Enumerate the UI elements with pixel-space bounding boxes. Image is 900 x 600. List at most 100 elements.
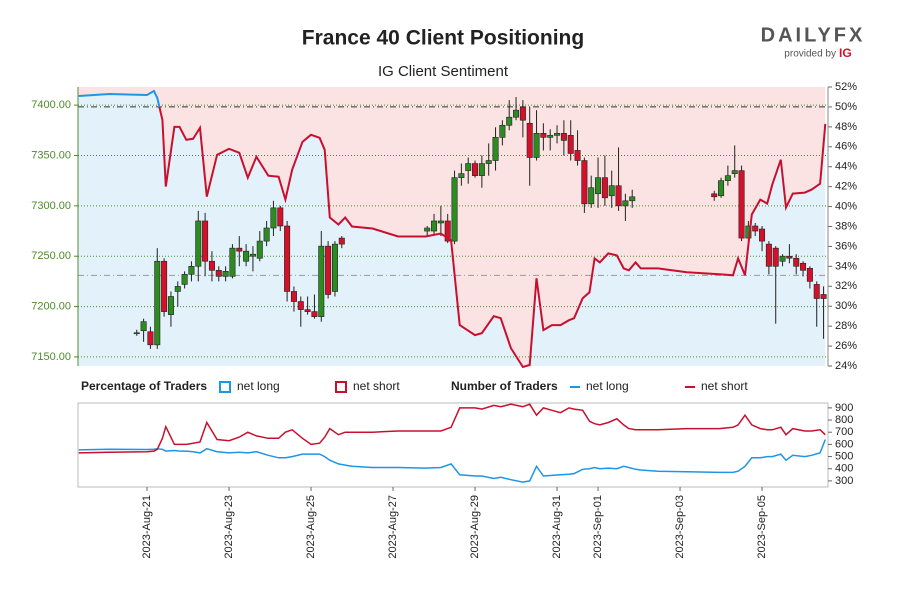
x-tick-label: 2023-Aug-29: [469, 495, 481, 559]
y-tick-label: 600: [835, 438, 853, 450]
candle-body: [567, 135, 574, 154]
candle-body: [711, 193, 718, 198]
candle-body: [622, 200, 629, 207]
legend-label: net long: [237, 379, 280, 393]
legend-label: net short: [353, 379, 400, 393]
candle-body: [533, 133, 540, 158]
x-tick-label: 2023-Sep-05: [756, 495, 768, 559]
y-tick-label: 7300.00: [31, 200, 71, 212]
candle-body: [738, 170, 745, 239]
candle-body: [752, 225, 759, 232]
y2-tick-label: 42%: [835, 181, 857, 193]
logo-provided-by: provided by: [784, 49, 836, 60]
candle-body: [140, 321, 147, 332]
candle-body: [615, 185, 622, 207]
candle-body: [588, 187, 595, 205]
candle-body: [458, 173, 465, 178]
y2-tick-label: 26%: [835, 340, 857, 352]
candle-body: [195, 220, 202, 267]
candle-body: [581, 160, 588, 205]
y-tick-label: 500: [835, 450, 853, 462]
candle-body: [813, 284, 820, 299]
candle-body: [188, 265, 195, 275]
candle-body: [277, 207, 284, 227]
candle-body: [161, 260, 168, 312]
candle-body: [215, 270, 222, 277]
x-tick-label: 2023-Aug-21: [141, 495, 153, 559]
y2-tick-label: 46%: [835, 141, 857, 153]
candle-body: [820, 294, 827, 299]
candle-body: [779, 255, 786, 262]
x-tick-label: 2023-Aug-25: [305, 495, 317, 559]
y2-tick-label: 30%: [835, 300, 857, 312]
candle-body: [444, 220, 451, 242]
y2-tick-label: 44%: [835, 161, 857, 173]
y-tick-label: 800: [835, 414, 853, 426]
legend-title: Percentage of Traders: [81, 379, 207, 393]
chart-subtitle: IG Client Sentiment: [378, 63, 509, 80]
candle-body: [263, 227, 270, 242]
candle-body: [297, 301, 304, 310]
candle-body: [451, 177, 458, 242]
y2-tick-label: 40%: [835, 200, 857, 212]
candle-body: [800, 262, 807, 271]
x-tick-label: 2023-Aug-27: [387, 495, 399, 559]
y2-tick-label: 24%: [835, 360, 857, 372]
chart-title: France 40 Client Positioning: [302, 27, 584, 50]
candle-body: [174, 286, 181, 292]
candle-body: [560, 133, 567, 141]
y2-tick-label: 36%: [835, 240, 857, 252]
candle-body: [229, 247, 236, 277]
y-tick-label: 300: [835, 475, 853, 487]
candle-body: [547, 135, 554, 138]
candle-body: [519, 106, 526, 121]
candle-body: [338, 237, 345, 245]
candle-body: [806, 267, 813, 282]
y2-tick-label: 32%: [835, 280, 857, 292]
candle-body: [472, 163, 479, 176]
x-tick-label: 2023-Aug-31: [551, 495, 563, 559]
candle-body: [133, 332, 140, 335]
y-tick-label: 7150.00: [31, 351, 71, 363]
logo-ig: IG: [839, 46, 852, 60]
y2-tick-label: 50%: [835, 101, 857, 113]
candle-body: [270, 207, 277, 229]
candle-body: [437, 220, 444, 224]
candle-body: [540, 133, 547, 138]
candle-body: [147, 331, 154, 346]
candle-body: [786, 255, 793, 259]
candle-body: [513, 109, 520, 118]
sentiment-line: [78, 89, 827, 369]
candle-body: [465, 163, 472, 171]
y-tick-label: 900: [835, 402, 853, 414]
legend-swatch: [219, 381, 231, 393]
candle-body: [208, 260, 215, 271]
y2-tick-label: 34%: [835, 260, 857, 272]
trader-count-line: [78, 403, 826, 454]
x-tick-label: 2023-Sep-03: [674, 495, 686, 559]
candle-body: [222, 271, 229, 277]
candle-body: [772, 247, 779, 267]
candle-body: [759, 228, 766, 242]
candle-body: [499, 124, 506, 138]
panel-frame: [77, 402, 829, 488]
candle-body: [311, 311, 318, 317]
candle-body: [154, 260, 161, 346]
candle-body: [526, 122, 533, 158]
candle-body: [243, 250, 250, 262]
candle-body: [181, 274, 188, 285]
candle-body: [608, 185, 615, 197]
candle-body: [718, 180, 725, 197]
y-tick-label: 7200.00: [31, 300, 71, 312]
y-tick-label: 7250.00: [31, 250, 71, 262]
candle-body: [290, 291, 297, 302]
candle-body: [318, 245, 325, 317]
y2-tick-label: 52%: [835, 81, 857, 93]
candle-body: [601, 177, 608, 199]
candle-body: [595, 177, 602, 195]
candle-body: [731, 170, 738, 174]
legend-title: Number of Traders: [451, 379, 558, 393]
candle-body: [554, 133, 561, 136]
long-area: [78, 91, 826, 367]
